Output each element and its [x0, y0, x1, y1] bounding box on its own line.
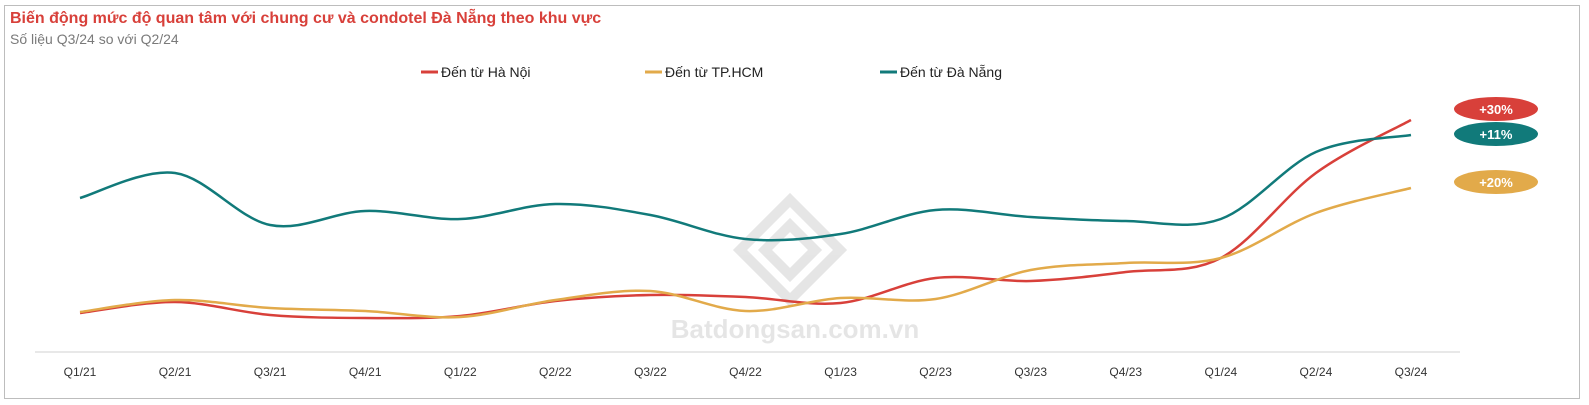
- change-badge-label: +20%: [1479, 175, 1513, 190]
- x-tick-label: Q1/22: [444, 365, 477, 379]
- watermark-logo: Batdongsan.com.vn: [671, 192, 919, 344]
- change-badge: [1454, 170, 1538, 194]
- series-line: [79, 118, 1412, 320]
- change-badge-label: +30%: [1479, 102, 1513, 117]
- chart-subtitle: Số liệu Q3/24 so với Q2/24: [10, 31, 179, 47]
- chart-frame: [4, 5, 1580, 399]
- series-line: [79, 133, 1412, 242]
- change-badge-label: +11%: [1480, 127, 1513, 142]
- x-tick-label: Q1/23: [824, 365, 857, 379]
- x-tick-label: Q4/23: [1109, 365, 1142, 379]
- x-tick-label: Q3/24: [1395, 365, 1428, 379]
- change-badge: [1454, 97, 1538, 121]
- x-tick-label: Q4/21: [349, 365, 382, 379]
- watermark-icon: [732, 192, 848, 308]
- x-tick-label: Q2/24: [1300, 365, 1333, 379]
- x-tick-label: Q3/23: [1014, 365, 1047, 379]
- change-badge: [1454, 122, 1538, 146]
- x-tick-label: Q1/21: [64, 365, 97, 379]
- x-tick-label: Q2/22: [539, 365, 572, 379]
- legend-label: Đến từ Đà Nẵng: [900, 64, 1002, 80]
- legend-label: Đến từ Hà Nội: [441, 64, 531, 80]
- x-tick-label: Q3/21: [254, 365, 287, 379]
- watermark-text: Batdongsan.com.vn: [671, 314, 919, 344]
- x-tick-label: Q1/24: [1204, 365, 1237, 379]
- chart-title: Biến động mức độ quan tâm với chung cư v…: [10, 10, 602, 27]
- x-tick-label: Q2/21: [159, 365, 192, 379]
- series-line: [79, 186, 1412, 319]
- x-tick-label: Q3/22: [634, 365, 667, 379]
- x-tick-label: Q2/23: [919, 365, 952, 379]
- x-tick-label: Q4/22: [729, 365, 762, 379]
- legend-label: Đến từ TP.HCM: [665, 64, 763, 80]
